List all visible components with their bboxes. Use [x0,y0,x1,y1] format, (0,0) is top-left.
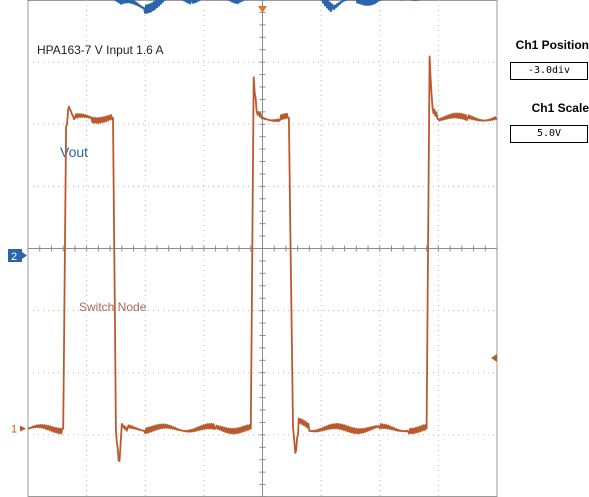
series-label-vout: Vout [60,144,88,160]
ch1-position-value: -3.0div [510,62,588,80]
channel-1-marker: 1 [11,424,26,436]
ch1-scale-value: 5.0V [510,125,588,143]
series-label-switch-node: Switch Node [79,300,147,314]
channel-2-marker: 2 [8,249,27,263]
ch1-scale-label: Ch1 Scale [531,101,589,115]
oscilloscope-screen: HPA163-7 V Input 1.6 A Vout Switch Node … [8,0,498,497]
channel-markers: 21 [8,249,27,436]
traces [27,0,498,462]
ch1-position-label: Ch1 Position [515,38,589,52]
channel-2-label: 2 [11,251,17,263]
series-line-switch-node [27,55,498,462]
trigger-position-marker [258,6,267,13]
channel-1-label: 1 [11,424,17,436]
chart-title: HPA163-7 V Input 1.6 A [37,43,164,57]
trigger-level-marker [491,354,497,362]
